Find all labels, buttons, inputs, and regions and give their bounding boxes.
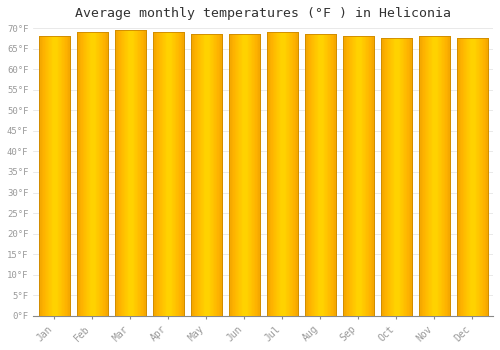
- Bar: [456, 38, 488, 316]
- Bar: [304, 34, 336, 316]
- Bar: [342, 36, 374, 316]
- Bar: [380, 38, 412, 316]
- Bar: [418, 36, 450, 316]
- Title: Average monthly temperatures (°F ) in Heliconia: Average monthly temperatures (°F ) in He…: [75, 7, 451, 20]
- Bar: [266, 32, 298, 316]
- Bar: [152, 32, 184, 316]
- Bar: [114, 30, 146, 316]
- Bar: [228, 34, 260, 316]
- Bar: [190, 34, 222, 316]
- Bar: [76, 32, 108, 316]
- Bar: [38, 36, 70, 316]
